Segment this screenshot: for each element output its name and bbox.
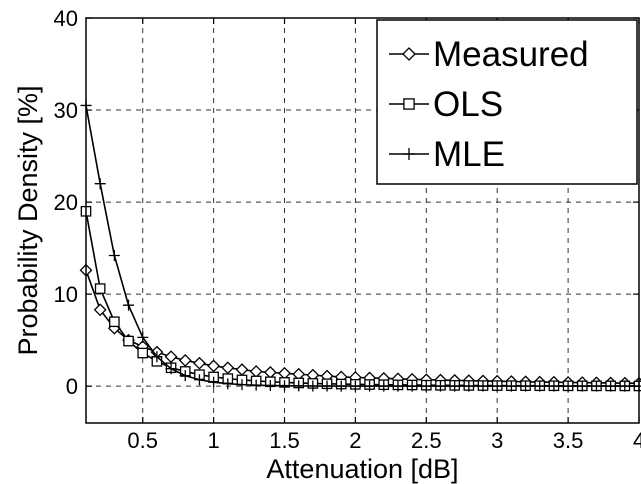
data-point — [93, 303, 107, 317]
data-point — [420, 380, 432, 392]
data-point — [321, 380, 333, 392]
plot-frame — [85, 17, 640, 424]
data-point — [576, 380, 588, 392]
data-point — [307, 380, 319, 392]
data-point — [520, 380, 532, 392]
legend-marker — [403, 148, 415, 160]
y-tick-label: 30 — [54, 98, 78, 123]
x-tick-label: 2 — [349, 428, 361, 453]
series-line — [85, 105, 639, 387]
data-point — [463, 380, 475, 392]
legend-entry: Measured — [389, 35, 589, 74]
x-tick-label: 1 — [207, 428, 219, 453]
data-point — [94, 178, 106, 190]
data-point — [151, 351, 163, 363]
data-point — [605, 380, 617, 392]
legend-box — [376, 19, 638, 185]
data-point — [264, 380, 276, 392]
data-point — [364, 380, 376, 392]
legend-marker — [402, 47, 416, 61]
x-axis-label: Attenuation [dB] — [266, 454, 458, 484]
data-point — [477, 380, 489, 392]
series-measured — [79, 263, 641, 390]
y-axis-label: Probability Density [%] — [13, 85, 43, 355]
data-point — [179, 370, 191, 382]
legend-entry: OLS — [389, 85, 503, 124]
legend-label: MLE — [433, 135, 505, 174]
y-tick-label: 40 — [54, 6, 78, 31]
x-tick-label: 2.5 — [411, 428, 442, 453]
data-point — [208, 376, 220, 388]
data-point — [434, 380, 446, 392]
series-mle — [80, 99, 641, 392]
data-point — [548, 380, 560, 392]
data-point — [263, 365, 277, 379]
data-point — [534, 380, 546, 392]
data-point — [123, 335, 134, 347]
series-line — [85, 269, 640, 385]
data-point — [505, 380, 517, 392]
data-point — [123, 299, 135, 311]
data-point — [137, 331, 149, 343]
data-point — [222, 378, 234, 390]
data-point — [235, 363, 249, 377]
data-point — [193, 356, 206, 370]
data-point — [109, 316, 120, 328]
x-tick-label: 4 — [633, 428, 641, 453]
legend: Measured OLS MLE — [376, 19, 638, 185]
data-point — [94, 283, 106, 294]
data-point — [249, 365, 263, 378]
data-point — [293, 380, 305, 392]
data-point — [193, 374, 205, 386]
legend-marker — [403, 98, 415, 110]
data-point — [250, 379, 262, 391]
y-tick-label: 10 — [54, 282, 78, 307]
data-point — [590, 380, 602, 392]
data-point — [165, 363, 177, 375]
data-point — [406, 380, 418, 392]
data-point — [335, 380, 347, 392]
legend-label: OLS — [433, 85, 503, 124]
data-point — [164, 350, 178, 364]
data-point — [619, 380, 631, 392]
data-point — [236, 379, 248, 391]
legend-label: Measured — [433, 35, 589, 74]
data-point — [207, 359, 221, 373]
legend-entry: MLE — [389, 135, 505, 174]
data-point — [178, 353, 192, 367]
data-point — [392, 380, 404, 392]
data-point — [137, 347, 149, 359]
data-point — [349, 380, 361, 392]
x-tick-label: 3 — [491, 428, 503, 453]
data-point — [221, 361, 235, 375]
x-tick-label: 3.5 — [553, 428, 584, 453]
data-point — [449, 380, 461, 392]
data-point — [108, 249, 120, 261]
data-point — [378, 380, 390, 392]
y-tick-label: 20 — [54, 190, 78, 215]
data-point — [562, 380, 574, 392]
x-tick-label: 0.5 — [127, 428, 158, 453]
data-point — [279, 380, 291, 392]
y-tick-label: 0 — [66, 374, 78, 399]
data-point — [491, 380, 503, 392]
x-tick-label: 1.5 — [269, 428, 300, 453]
